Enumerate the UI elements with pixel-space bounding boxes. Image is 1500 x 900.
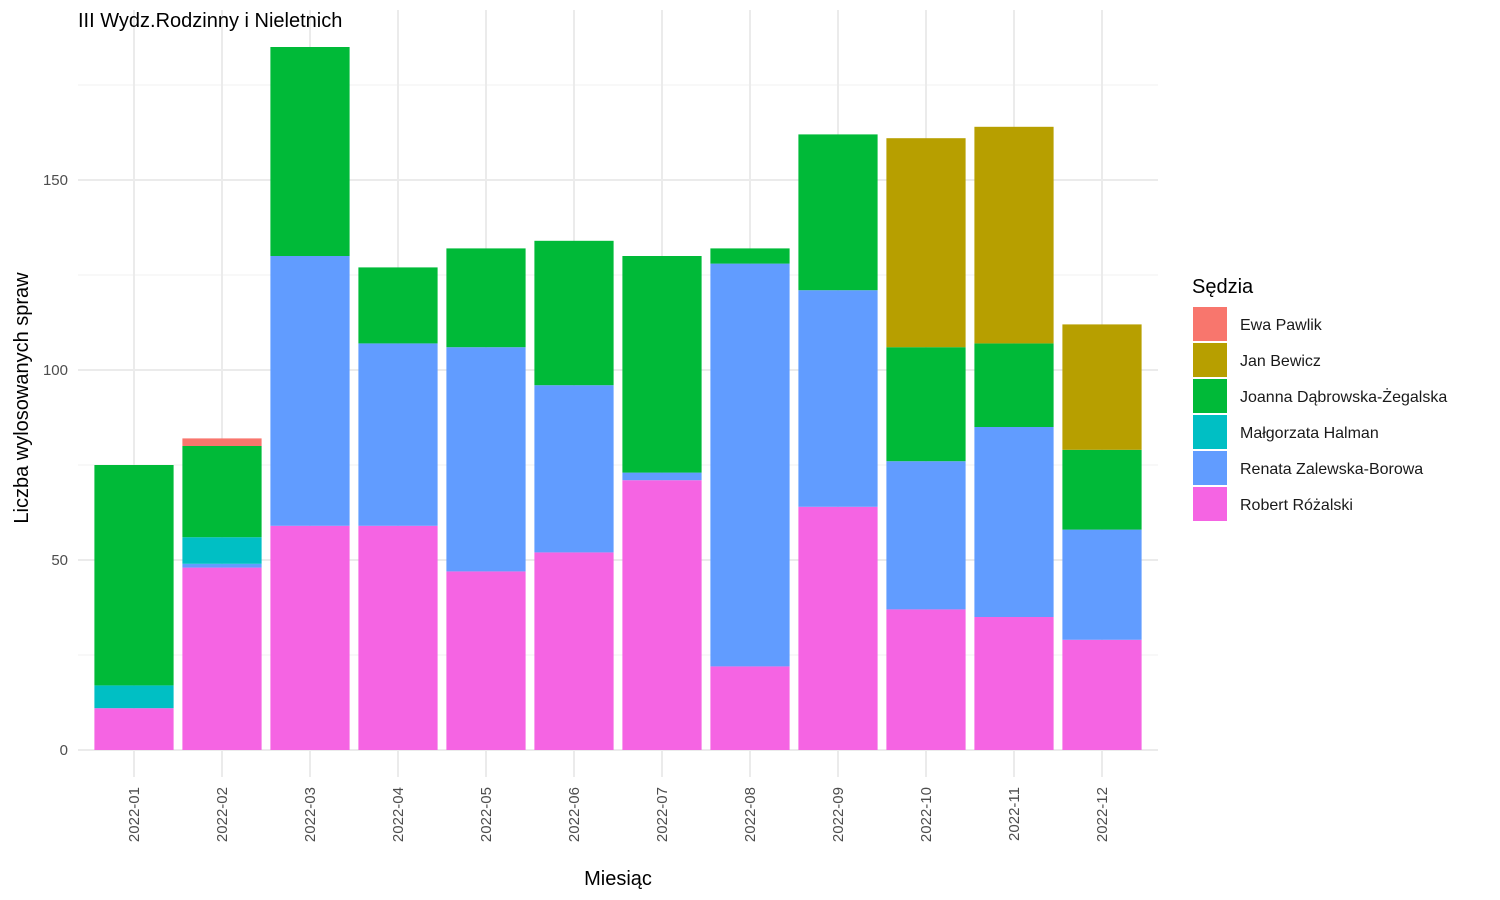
bar-segment [94, 685, 174, 709]
bar-segment [974, 343, 1054, 427]
bar-segment [182, 567, 262, 750]
bar-segment [622, 472, 702, 481]
bar-segment [622, 480, 702, 750]
legend-label: Małgorzata Halman [1240, 425, 1379, 442]
x-tick-label: 2022-02 [214, 787, 231, 842]
bar-segment [1062, 449, 1142, 530]
bar-segment [886, 461, 966, 610]
x-tick-label: 2022-03 [302, 787, 319, 842]
bar-segment [270, 47, 350, 256]
bar-segment [270, 256, 350, 526]
bar-segment [710, 666, 790, 750]
bars [94, 47, 1142, 750]
y-axis-title: Liczba wylosowanych spraw [11, 272, 33, 524]
x-tick-label: 2022-07 [654, 787, 671, 842]
bar-segment [710, 248, 790, 264]
legend-label: Joanna Dąbrowska-Żegalska [1240, 387, 1447, 406]
y-tick-label: 150 [43, 172, 68, 189]
x-tick-label: 2022-04 [390, 787, 407, 842]
x-tick-label: 2022-12 [1094, 787, 1111, 842]
bar-segment [886, 138, 966, 348]
bar-segment [94, 708, 174, 750]
x-tick-label: 2022-01 [126, 787, 143, 842]
bar-segment [358, 267, 438, 344]
x-tick-label: 2022-06 [566, 787, 583, 842]
y-tick-label: 50 [51, 552, 68, 569]
x-tick-label: 2022-05 [478, 787, 495, 842]
legend-title: Sędzia [1192, 276, 1254, 298]
legend-label: Ewa Pawlik [1240, 317, 1323, 334]
bar-segment [710, 263, 790, 667]
bar-segment [446, 571, 526, 750]
x-axis-title: Miesiąc [584, 868, 652, 890]
bar-segment [974, 617, 1054, 750]
bar-segment [974, 427, 1054, 617]
bar-segment [798, 506, 878, 750]
bar-segment [270, 525, 350, 750]
bar-segment [1062, 529, 1142, 640]
x-tick-label: 2022-10 [918, 787, 935, 842]
bar-segment [534, 240, 614, 386]
bar-segment [182, 563, 262, 568]
legend-label: Renata Zalewska-Borowa [1240, 461, 1423, 478]
y-axis-ticks: 0 50 100 150 [43, 172, 68, 759]
bar-segment [358, 525, 438, 750]
bar-segment [534, 552, 614, 750]
legend-swatch [1193, 307, 1227, 341]
x-axis-ticks: 2022-01 2022-02 2022-03 2022-04 2022-05 2022-… [126, 787, 1111, 842]
bar-segment [798, 290, 878, 507]
legend-swatch [1193, 415, 1227, 449]
legend-swatch [1193, 487, 1227, 521]
bar-segment [622, 256, 702, 473]
bar-segment [886, 609, 966, 750]
bar-segment [446, 347, 526, 572]
legend-swatch [1193, 451, 1227, 485]
x-tick-label: 2022-09 [830, 787, 847, 842]
bar-segment [534, 385, 614, 553]
bar-segment [1062, 324, 1142, 450]
legend-swatch [1193, 379, 1227, 413]
x-tick-label: 2022-08 [742, 787, 759, 842]
legend-swatch [1193, 343, 1227, 377]
bar-segment [182, 438, 262, 446]
bar-segment [974, 126, 1054, 344]
legend-label: Robert Różalski [1240, 497, 1353, 514]
x-tick-label: 2022-11 [1006, 787, 1023, 841]
bar-segment [446, 248, 526, 348]
bar-segment [886, 347, 966, 462]
y-tick-label: 100 [43, 362, 68, 379]
y-tick-label: 0 [60, 742, 68, 759]
legend-label: Jan Bewicz [1240, 353, 1321, 370]
bar-segment [798, 134, 878, 291]
chart-title: III Wydz.Rodzinny i Nieletnich [78, 10, 342, 32]
bar-segment [182, 446, 262, 538]
legend: Ewa Pawlik Jan Bewicz Joanna Dąbrowska-Żeg… [1193, 307, 1447, 521]
bar-segment [1062, 639, 1142, 750]
bar-segment [182, 537, 262, 564]
bar-segment [358, 343, 438, 526]
bar-segment [94, 465, 174, 686]
